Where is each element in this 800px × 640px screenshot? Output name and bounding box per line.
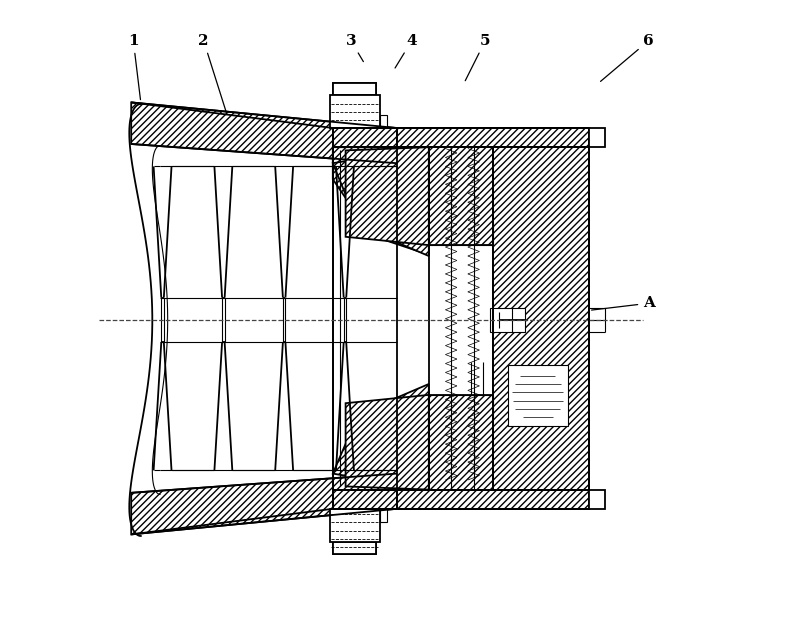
Polygon shape bbox=[346, 395, 429, 490]
Text: 1: 1 bbox=[128, 34, 141, 100]
Bar bbox=[330, 95, 379, 128]
Polygon shape bbox=[333, 147, 429, 255]
Text: A: A bbox=[591, 296, 655, 310]
Polygon shape bbox=[346, 147, 429, 245]
Polygon shape bbox=[493, 147, 589, 490]
Polygon shape bbox=[131, 102, 397, 163]
Polygon shape bbox=[333, 490, 589, 509]
Bar bbox=[379, 115, 387, 128]
Bar bbox=[490, 308, 525, 332]
Polygon shape bbox=[131, 474, 397, 534]
Polygon shape bbox=[333, 83, 376, 95]
Polygon shape bbox=[333, 128, 589, 147]
Bar bbox=[589, 128, 605, 147]
Polygon shape bbox=[333, 384, 429, 490]
Text: 2: 2 bbox=[198, 34, 226, 113]
Polygon shape bbox=[429, 147, 493, 245]
Bar bbox=[507, 365, 568, 426]
Bar bbox=[333, 542, 376, 554]
Bar bbox=[333, 83, 376, 95]
Polygon shape bbox=[333, 147, 429, 256]
Bar bbox=[379, 509, 387, 522]
Polygon shape bbox=[333, 542, 376, 554]
Bar bbox=[589, 490, 605, 509]
Text: 4: 4 bbox=[395, 34, 417, 68]
Bar bbox=[330, 509, 379, 542]
Text: 5: 5 bbox=[466, 34, 490, 81]
Text: 6: 6 bbox=[601, 34, 654, 81]
Polygon shape bbox=[429, 395, 493, 490]
Text: 3: 3 bbox=[346, 34, 363, 61]
